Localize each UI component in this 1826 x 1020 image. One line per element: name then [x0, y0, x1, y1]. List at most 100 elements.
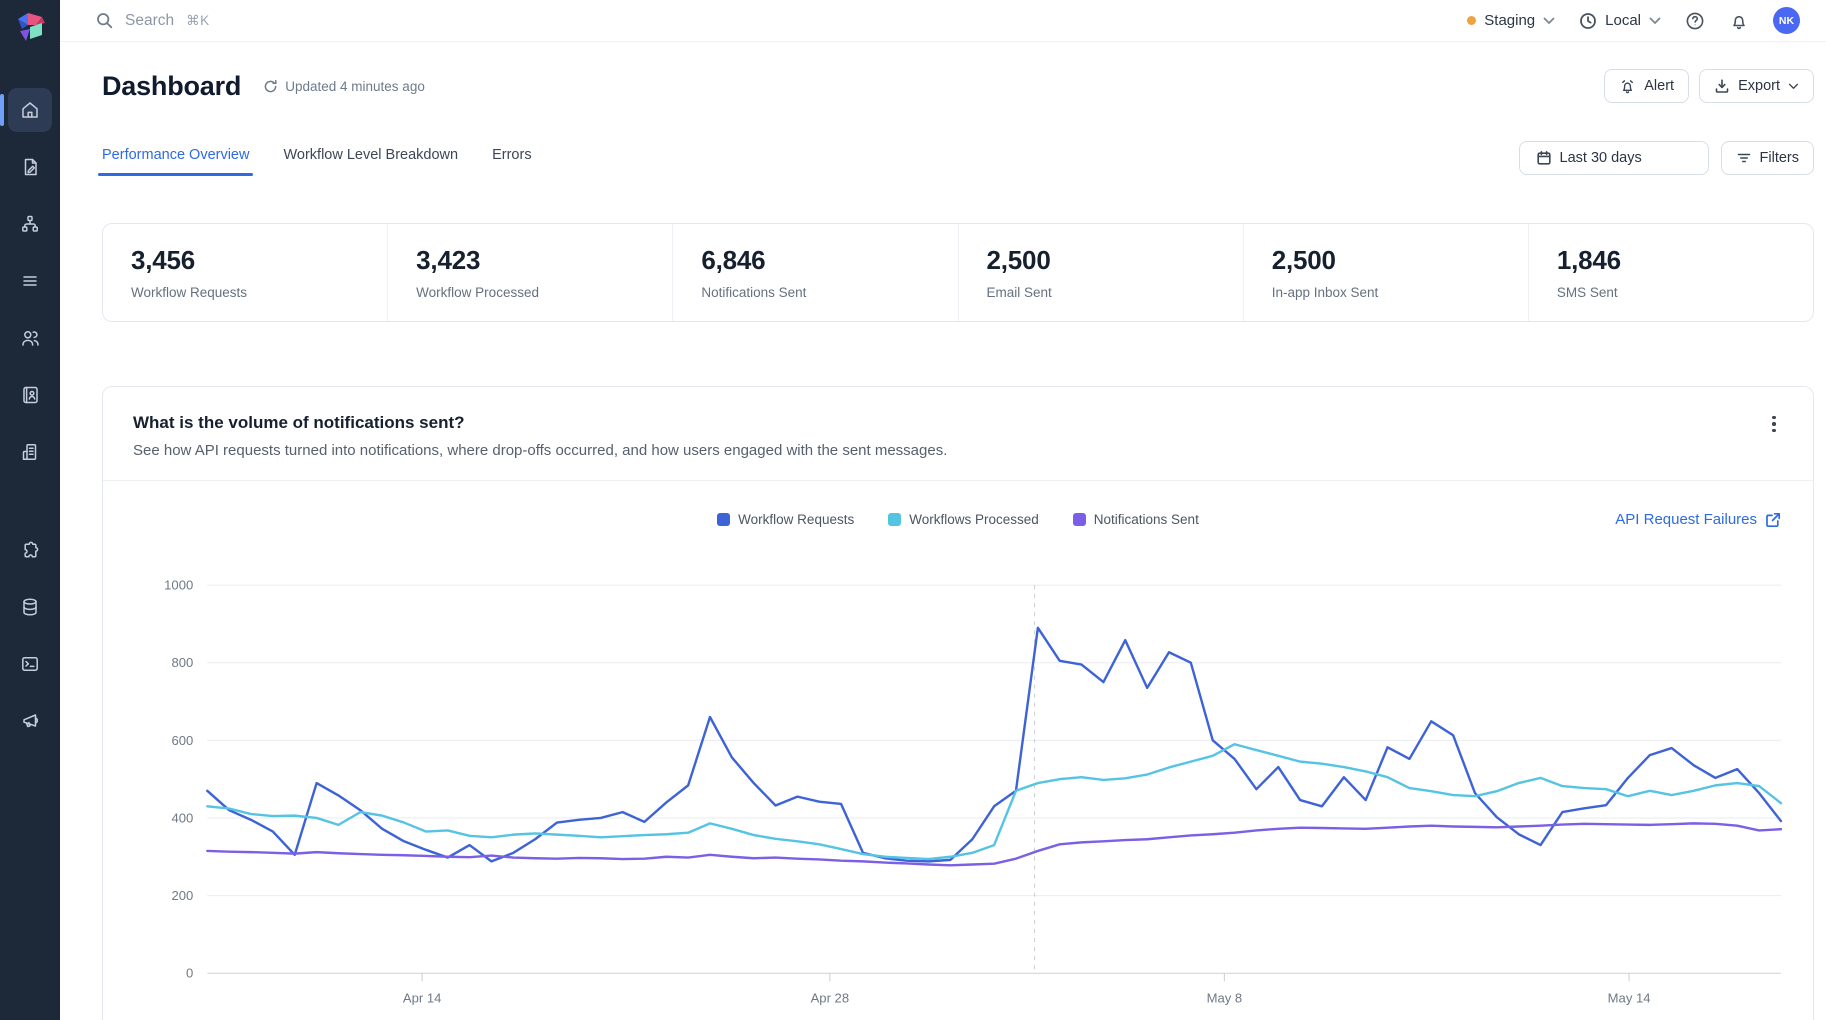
api-request-failures-link[interactable]: API Request Failures: [1615, 511, 1781, 528]
building-icon: [22, 444, 37, 460]
stat-label: Workflow Requests: [131, 285, 248, 300]
alert-button[interactable]: Alert: [1604, 69, 1690, 103]
export-button[interactable]: Export: [1699, 69, 1814, 103]
stat-value: 2,500: [986, 245, 1051, 275]
sidebar-nav: [0, 88, 60, 757]
legend-swatch: [717, 513, 731, 526]
volume-chart-card: What is the volume of notifications sent…: [102, 386, 1814, 1020]
content: Dashboard Updated 4 minutes ago Al: [60, 42, 1826, 1020]
users-icon: [22, 331, 39, 346]
sidebar-item-whats-new[interactable]: [8, 699, 52, 743]
database-icon: [23, 598, 37, 616]
search-icon: [97, 13, 113, 29]
svg-text:Apr 14: Apr 14: [403, 990, 442, 1005]
external-link-icon: [1766, 512, 1781, 527]
svg-text:400: 400: [171, 810, 193, 825]
sidebar-item-logs[interactable]: [8, 259, 52, 303]
stat-card-workflow-requests[interactable]: 3,456 Workflow Requests: [103, 224, 389, 321]
page-title: Dashboard: [102, 70, 242, 101]
api-link-label: API Request Failures: [1615, 511, 1757, 528]
date-range-select[interactable]: Last 30 days: [1518, 141, 1709, 175]
sidebar-item-contacts[interactable]: [8, 373, 52, 417]
download-icon: [1715, 79, 1729, 93]
sidebar-item-api[interactable]: [8, 642, 52, 686]
avatar[interactable]: NK: [1773, 7, 1800, 34]
stat-label: SMS Sent: [1556, 285, 1618, 300]
stat-value: 1,846: [1556, 245, 1621, 275]
legend-item-workflow-requests[interactable]: Workflow Requests: [717, 512, 854, 527]
search-input[interactable]: Search ⌘K: [96, 12, 210, 30]
tabs-row: Performance Overview Workflow Level Brea…: [97, 141, 1814, 181]
stat-value: 3,423: [416, 245, 481, 275]
sidebar-item-home[interactable]: [0, 88, 52, 132]
alert-button-label: Alert: [1644, 78, 1675, 94]
chart-menu-button[interactable]: [1761, 411, 1787, 437]
stat-label: Workflow Processed: [416, 285, 539, 300]
chart-divider: [103, 480, 1813, 481]
stat-card-sms-sent[interactable]: 1,846 SMS Sent: [1529, 224, 1813, 321]
sidebar-item-providers[interactable]: [8, 430, 52, 474]
stat-label: In-app Inbox Sent: [1271, 285, 1379, 300]
legend-label: Workflow Requests: [738, 512, 855, 527]
megaphone-icon: [23, 714, 39, 728]
app-logo-icon[interactable]: [11, 8, 49, 46]
stat-card-inapp-inbox-sent[interactable]: 2,500 In-app Inbox Sent: [1244, 224, 1529, 321]
svg-text:May 8: May 8: [1207, 990, 1243, 1005]
export-button-label: Export: [1738, 78, 1780, 94]
notifications-button[interactable]: [1729, 11, 1749, 31]
terminal-icon: [22, 657, 38, 671]
help-icon: [1686, 12, 1704, 29]
sitemap-icon: [22, 215, 38, 232]
legend-label: Workflows Processed: [909, 512, 1039, 527]
svg-text:May 14: May 14: [1608, 990, 1651, 1005]
last-updated: Updated 4 minutes ago: [263, 79, 425, 94]
environment-dot: [1467, 16, 1477, 25]
sidebar-item-integrations[interactable]: [8, 528, 52, 572]
bell-alert-icon: [1622, 79, 1634, 93]
legend-swatch: [1072, 513, 1086, 526]
address-book-icon: [23, 386, 38, 404]
svg-text:0: 0: [186, 966, 193, 981]
chart-card-header: What is the volume of notifications sent…: [103, 387, 1813, 459]
page-header: Dashboard Updated 4 minutes ago Al: [102, 69, 1814, 103]
volume-chart-svg: 0 200 400 600 800 1000 Apr 14 Apr 28 May 8 May 14: [164, 578, 1783, 1005]
filters-button[interactable]: Filters: [1720, 141, 1814, 175]
legend-item-workflows-processed[interactable]: Workflows Processed: [888, 512, 1039, 527]
refresh-icon[interactable]: [263, 79, 278, 94]
bell-icon: [1733, 15, 1745, 29]
svg-text:800: 800: [171, 655, 193, 670]
chart-subtitle: See how API requests turned into notific…: [133, 442, 948, 459]
tabs-controls: Last 30 days Filters: [1518, 141, 1814, 175]
stats-row: 3,456 Workflow Requests 3,423 Workflow P…: [102, 223, 1814, 322]
chart-plot-area[interactable]: 0 200 400 600 800 1000 Apr 14 Apr 28 May 8 May 14: [103, 527, 1813, 1011]
stat-value: 2,500: [1271, 245, 1336, 275]
environment-switcher[interactable]: Staging: [1467, 12, 1555, 29]
svg-text:600: 600: [171, 733, 193, 748]
stat-label: Email Sent: [986, 285, 1052, 300]
stat-card-notifications-sent[interactable]: 6,846 Notifications Sent: [673, 224, 959, 321]
timezone-switcher[interactable]: Local: [1579, 12, 1661, 30]
tabs: Performance Overview Workflow Level Brea…: [97, 146, 532, 176]
sidebar-item-workflows[interactable]: [8, 202, 52, 246]
header-actions: Alert Export: [1604, 69, 1814, 103]
help-button[interactable]: [1685, 11, 1705, 31]
sidebar-item-data[interactable]: [8, 585, 52, 629]
svg-text:200: 200: [171, 888, 193, 903]
tab-workflow-level-breakdown[interactable]: Workflow Level Breakdown: [283, 146, 459, 163]
stat-card-email-sent[interactable]: 2,500 Email Sent: [959, 224, 1244, 321]
sidebar-item-templates[interactable]: [8, 145, 52, 189]
environment-label: Staging: [1484, 12, 1536, 29]
legend-label: Notifications Sent: [1093, 512, 1199, 527]
chevron-down-icon: [1788, 83, 1799, 89]
svg-text:Apr 28: Apr 28: [811, 990, 850, 1005]
search-shortcut: ⌘K: [186, 12, 210, 28]
tab-performance-overview[interactable]: Performance Overview: [97, 147, 254, 176]
chevron-down-icon: [1649, 17, 1661, 24]
stat-card-workflow-processed[interactable]: 3,423 Workflow Processed: [388, 224, 674, 321]
tab-errors[interactable]: Errors: [492, 146, 532, 163]
legend-item-notifications-sent[interactable]: Notifications Sent: [1072, 512, 1199, 527]
chevron-down-icon: [1543, 17, 1555, 24]
stat-label: Notifications Sent: [701, 285, 807, 300]
sidebar-item-subscribers[interactable]: [8, 316, 52, 360]
